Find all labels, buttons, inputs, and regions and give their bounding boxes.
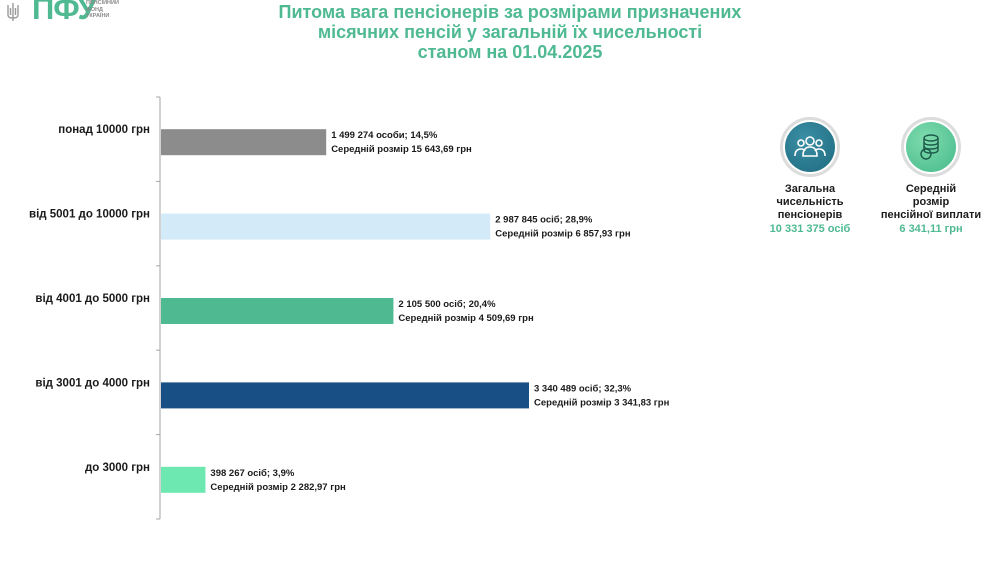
kpi-average-label: Середній розмір пенсійної виплати <box>880 183 982 221</box>
data-label-average: Середній розмір 6 857,93 грн <box>495 229 631 240</box>
title-line-1: Питома вага пенсіонерів за розмірами при… <box>278 2 742 22</box>
title-line-2: місячних пенсій у загальній їх чисельнос… <box>317 22 703 42</box>
coins-icon <box>920 134 939 160</box>
data-label-average: Середній розмір 4 509,69 грн <box>398 313 534 324</box>
bar <box>161 213 491 240</box>
category-label: від 4001 до 5000 грн <box>35 293 150 305</box>
trident-icon <box>7 3 19 21</box>
data-label-count: 3 340 489 осіб; 32,3% <box>534 383 632 394</box>
bar <box>161 382 529 409</box>
logo-abbr: ПФУ <box>32 0 97 26</box>
category-label: понад 10000 грн <box>58 124 150 136</box>
people-group-icon <box>794 136 826 157</box>
data-label-count: 398 267 осіб; 3,9% <box>210 468 294 479</box>
kpi-total-value: 10 331 375 осіб <box>769 223 851 235</box>
data-label-count: 1 499 274 особи; 14,5% <box>331 130 438 141</box>
chart-title: Питома вага пенсіонерів за розмірами при… <box>250 2 770 62</box>
title-line-3: станом на 01.04.2025 <box>417 42 603 62</box>
bar <box>161 298 394 324</box>
bar <box>161 129 327 156</box>
data-label-average: Середній розмір 15 643,69 грн <box>331 144 472 155</box>
bar <box>161 466 206 493</box>
kpi-average-pension: Середній розмір пенсійної виплати 6 341,… <box>871 117 991 236</box>
data-label-count: 2 105 500 осіб; 20,4% <box>398 299 496 310</box>
data-label-count: 2 987 845 осіб; 28,9% <box>495 215 593 226</box>
kpi-average-value: 6 341,11 грн <box>899 223 963 235</box>
category-label: до 3000 грн <box>85 462 150 474</box>
logo-subtitle: ПЕНСІЙНИЙ ФОНД УКРАЇНИ <box>86 0 119 19</box>
category-label: від 3001 до 4000 грн <box>35 377 150 389</box>
kpi-total-label: Загальна чисельність пенсіонерів <box>776 183 844 221</box>
data-label-average: Середній розмір 3 341,83 грн <box>534 397 670 408</box>
kpi-total-pensioners: Загальна чисельність пенсіонерів 10 331 … <box>755 117 865 236</box>
category-label: від 5001 до 10000 грн <box>29 209 150 221</box>
data-label-average: Середній розмір 2 282,97 грн <box>210 482 346 493</box>
